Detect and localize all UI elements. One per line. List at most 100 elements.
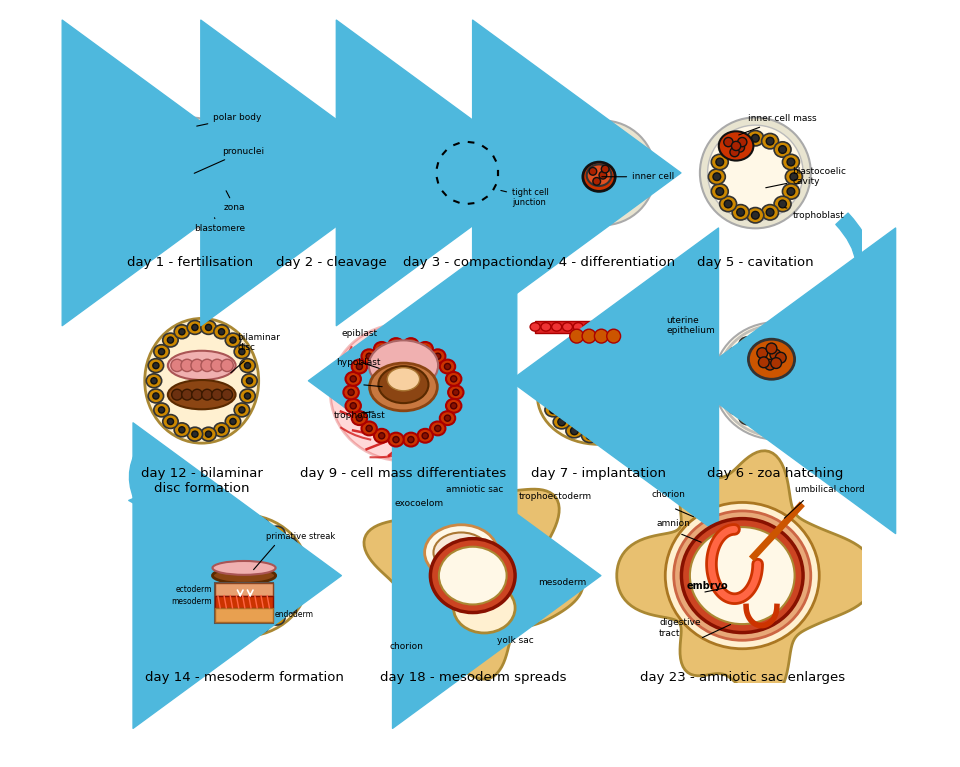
- Ellipse shape: [374, 429, 390, 443]
- Ellipse shape: [674, 511, 811, 640]
- Circle shape: [607, 329, 620, 343]
- Circle shape: [817, 363, 825, 370]
- Circle shape: [366, 353, 372, 360]
- Circle shape: [315, 156, 325, 167]
- Circle shape: [766, 137, 774, 145]
- Ellipse shape: [465, 150, 492, 174]
- Ellipse shape: [201, 321, 216, 334]
- Circle shape: [756, 420, 764, 427]
- Circle shape: [179, 329, 185, 335]
- Ellipse shape: [191, 538, 207, 553]
- Circle shape: [340, 177, 350, 188]
- Ellipse shape: [720, 142, 736, 157]
- Bar: [535, 321, 661, 333]
- Ellipse shape: [584, 323, 594, 331]
- Ellipse shape: [732, 133, 749, 149]
- Bar: [215, 608, 274, 622]
- Ellipse shape: [430, 349, 445, 364]
- Circle shape: [732, 403, 740, 411]
- Ellipse shape: [440, 360, 455, 374]
- Circle shape: [219, 329, 225, 335]
- Circle shape: [810, 403, 818, 411]
- Ellipse shape: [761, 133, 779, 149]
- Text: embryo: embryo: [686, 581, 729, 591]
- Ellipse shape: [665, 502, 819, 649]
- Circle shape: [724, 137, 733, 146]
- Circle shape: [625, 183, 635, 193]
- Circle shape: [257, 522, 265, 531]
- Text: day 14 - mesoderm formation: day 14 - mesoderm formation: [145, 671, 344, 684]
- Circle shape: [153, 363, 159, 369]
- Circle shape: [192, 172, 212, 193]
- Circle shape: [279, 120, 384, 225]
- Ellipse shape: [583, 162, 615, 192]
- Ellipse shape: [213, 535, 275, 572]
- Ellipse shape: [747, 208, 764, 223]
- Ellipse shape: [201, 427, 216, 441]
- Ellipse shape: [619, 179, 639, 198]
- Circle shape: [350, 376, 356, 382]
- Text: polar body: polar body: [197, 113, 262, 126]
- Ellipse shape: [446, 399, 462, 413]
- Ellipse shape: [566, 179, 587, 198]
- Ellipse shape: [211, 577, 276, 617]
- Text: exocoelom: exocoelom: [395, 499, 444, 509]
- Ellipse shape: [454, 160, 480, 185]
- Ellipse shape: [565, 354, 583, 368]
- Circle shape: [583, 142, 592, 151]
- Circle shape: [151, 377, 157, 384]
- Ellipse shape: [234, 403, 250, 416]
- Text: zona: zona: [224, 191, 246, 212]
- Ellipse shape: [180, 568, 197, 583]
- Ellipse shape: [214, 423, 229, 436]
- Ellipse shape: [711, 154, 729, 170]
- Circle shape: [187, 556, 195, 564]
- Ellipse shape: [268, 610, 285, 625]
- Circle shape: [724, 146, 732, 153]
- Ellipse shape: [729, 400, 745, 415]
- Ellipse shape: [430, 538, 516, 613]
- Circle shape: [639, 406, 647, 413]
- Ellipse shape: [729, 347, 745, 362]
- Ellipse shape: [338, 160, 366, 186]
- Ellipse shape: [719, 373, 736, 389]
- Ellipse shape: [288, 552, 305, 568]
- Circle shape: [629, 168, 638, 177]
- Circle shape: [408, 436, 414, 443]
- Circle shape: [293, 556, 300, 564]
- Circle shape: [167, 337, 174, 343]
- Ellipse shape: [191, 598, 207, 614]
- Ellipse shape: [616, 323, 626, 331]
- Circle shape: [325, 153, 336, 163]
- Ellipse shape: [174, 423, 189, 436]
- Ellipse shape: [430, 422, 445, 436]
- Ellipse shape: [593, 133, 612, 151]
- Circle shape: [422, 128, 512, 218]
- Ellipse shape: [240, 389, 255, 403]
- Circle shape: [207, 614, 215, 621]
- Ellipse shape: [440, 411, 455, 425]
- Ellipse shape: [226, 415, 241, 429]
- Ellipse shape: [812, 359, 829, 375]
- Ellipse shape: [401, 511, 544, 640]
- Ellipse shape: [362, 349, 377, 364]
- Ellipse shape: [411, 520, 535, 631]
- Ellipse shape: [154, 140, 230, 213]
- Circle shape: [558, 418, 565, 426]
- Ellipse shape: [562, 163, 582, 182]
- Text: day 5 - cavitation: day 5 - cavitation: [697, 256, 814, 269]
- Text: mesoderm: mesoderm: [539, 578, 587, 587]
- Circle shape: [453, 390, 459, 396]
- Ellipse shape: [163, 333, 179, 347]
- Text: blastomere: blastomere: [194, 218, 245, 233]
- Circle shape: [631, 367, 638, 374]
- Ellipse shape: [752, 416, 769, 431]
- Circle shape: [435, 426, 441, 432]
- Ellipse shape: [203, 526, 220, 542]
- Ellipse shape: [626, 364, 643, 377]
- Ellipse shape: [317, 144, 344, 170]
- Ellipse shape: [219, 518, 235, 535]
- Circle shape: [134, 117, 246, 229]
- Circle shape: [582, 329, 596, 343]
- Circle shape: [724, 377, 732, 384]
